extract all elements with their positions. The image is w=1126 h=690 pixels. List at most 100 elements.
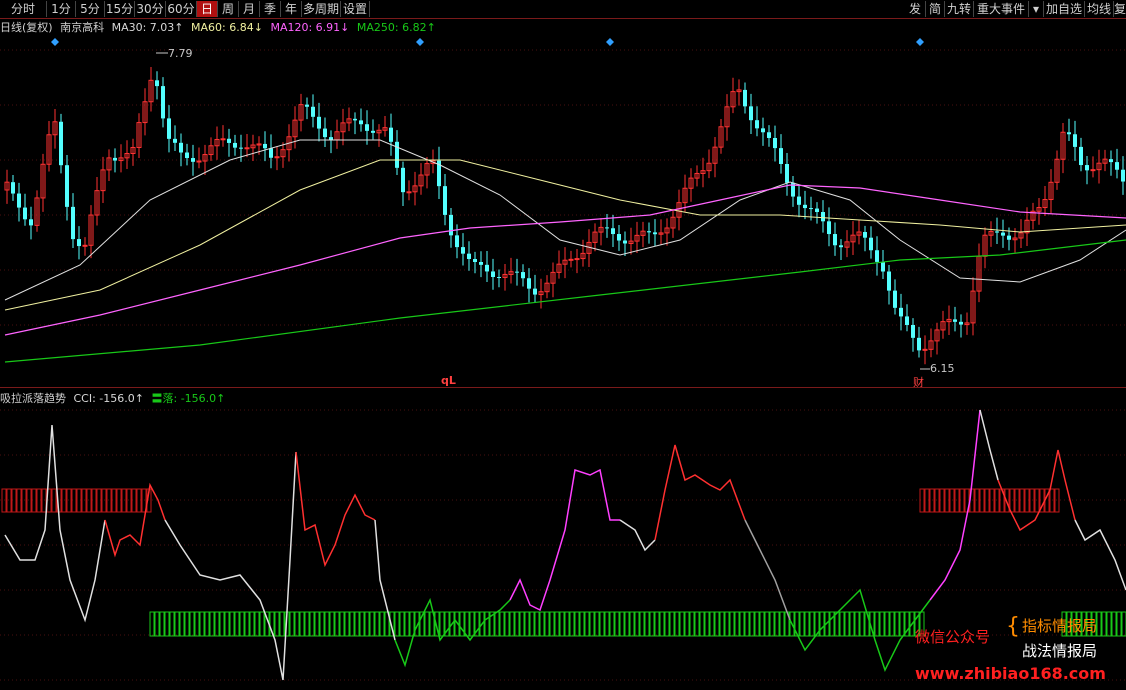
green-band-bar <box>204 611 210 637</box>
candle-body <box>497 276 501 278</box>
green-band-bar <box>1086 611 1092 637</box>
green-band-bar <box>534 611 540 637</box>
green-band-bar <box>179 611 185 637</box>
green-band-bar <box>834 611 840 637</box>
green-band-bar <box>714 611 720 637</box>
period-tab-week[interactable]: 周 <box>218 1 239 17</box>
candle-body <box>359 120 363 125</box>
settings-button[interactable]: 设置 <box>341 1 370 17</box>
candle-body <box>761 128 765 133</box>
red-band-bar <box>1024 488 1030 513</box>
candle-body <box>1030 210 1036 221</box>
candle-body <box>136 122 142 148</box>
cci-line <box>104 482 166 558</box>
period-tab-multi[interactable]: 多周期 <box>302 1 341 17</box>
green-band-bar <box>724 611 730 637</box>
add-watchlist-button[interactable]: 加自选 <box>1044 1 1085 17</box>
period-tab-15min[interactable]: 15分 <box>105 1 135 17</box>
candle-body <box>298 104 304 121</box>
green-band-bar <box>449 611 455 637</box>
restore-button[interactable]: 复 <box>1114 2 1126 16</box>
green-band-bar <box>894 611 900 637</box>
green-band-bar <box>329 611 335 637</box>
candle-body <box>773 137 777 149</box>
green-band-bar <box>364 611 370 637</box>
green-band-bar <box>629 611 635 637</box>
period-tab-60min[interactable]: 60分 <box>166 1 197 17</box>
period-tab-1min[interactable]: 1分 <box>47 1 76 17</box>
period-tab-season[interactable]: 季 <box>260 1 281 17</box>
candle-body <box>946 318 952 323</box>
jian-button[interactable]: 简 <box>926 1 945 17</box>
chevron-down-icon[interactable]: ▾ <box>1029 1 1044 17</box>
green-band-bar <box>434 611 440 637</box>
cci-line <box>374 519 396 641</box>
period-tab-year[interactable]: 年 <box>281 1 302 17</box>
red-band-bar <box>1009 488 1015 513</box>
red-band-bar <box>131 488 137 513</box>
red-band-bar <box>41 488 47 513</box>
candle-body <box>755 120 759 129</box>
cci-line <box>929 409 981 601</box>
candle-body <box>406 191 412 194</box>
candle-body <box>142 101 148 124</box>
green-band-bar <box>739 611 745 637</box>
candle-body <box>473 259 477 263</box>
candle-body <box>214 138 220 147</box>
red-band-bar <box>979 488 985 513</box>
green-band-bar <box>689 611 695 637</box>
candle-body <box>640 230 646 236</box>
candle-body <box>29 219 33 226</box>
ma60-line <box>4 159 1126 311</box>
period-tab-day[interactable]: 日 <box>197 1 218 17</box>
green-band-bar <box>514 611 520 637</box>
green-band-bar <box>734 611 740 637</box>
candle-body <box>311 106 315 117</box>
period-toolbar: 分时 1分 5分 15分 30分 60分 日 周 月 季 年 多周期 设置 发 … <box>0 0 1126 19</box>
candle-body <box>592 231 598 243</box>
candle-body <box>706 162 712 172</box>
candle-body <box>869 237 873 251</box>
period-tab-30min[interactable]: 30分 <box>135 1 166 17</box>
candle-body <box>455 235 459 248</box>
candle-body <box>568 258 574 261</box>
green-band-bar <box>384 611 390 637</box>
panel-divider <box>0 387 1126 388</box>
period-tab-5min[interactable]: 5分 <box>76 1 105 17</box>
green-band-bar <box>354 611 360 637</box>
candle-body <box>779 148 783 164</box>
green-band-bar <box>379 611 385 637</box>
candle-body <box>239 147 243 149</box>
ma-button[interactable]: 均线 <box>1085 1 1114 17</box>
green-band-bar <box>184 611 190 637</box>
green-band-bar <box>254 611 260 637</box>
green-band-bar <box>884 611 890 637</box>
candle-body <box>346 118 352 124</box>
fa-button[interactable]: 发 <box>905 1 926 17</box>
candle-body <box>1042 199 1048 209</box>
green-band-bar <box>464 611 470 637</box>
cci-line <box>997 449 1076 532</box>
red-band-bar <box>924 488 930 513</box>
period-tab-timeshare[interactable]: 分时 <box>0 1 47 17</box>
candle-body <box>353 118 357 121</box>
green-band-bar <box>599 611 605 637</box>
candle-body <box>430 160 436 165</box>
major-events-button[interactable]: 重大事件 <box>974 1 1029 17</box>
green-band-bar <box>304 611 310 637</box>
period-tab-month[interactable]: 月 <box>239 1 260 17</box>
candle-body <box>934 329 940 342</box>
red-band-bar <box>6 488 12 513</box>
green-band-bar <box>429 611 435 637</box>
candle-body <box>856 231 862 236</box>
red-band-bar <box>974 488 980 513</box>
jiuzhuan-button[interactable]: 九转 <box>945 1 974 17</box>
green-band-bar <box>374 611 380 637</box>
candle-body <box>827 221 831 235</box>
candle-body <box>533 288 537 295</box>
ma120-value: MA120: 6.91↓ <box>270 21 350 34</box>
candle-body <box>634 234 640 242</box>
red-band-bar <box>76 488 82 513</box>
candle-body <box>694 172 700 179</box>
